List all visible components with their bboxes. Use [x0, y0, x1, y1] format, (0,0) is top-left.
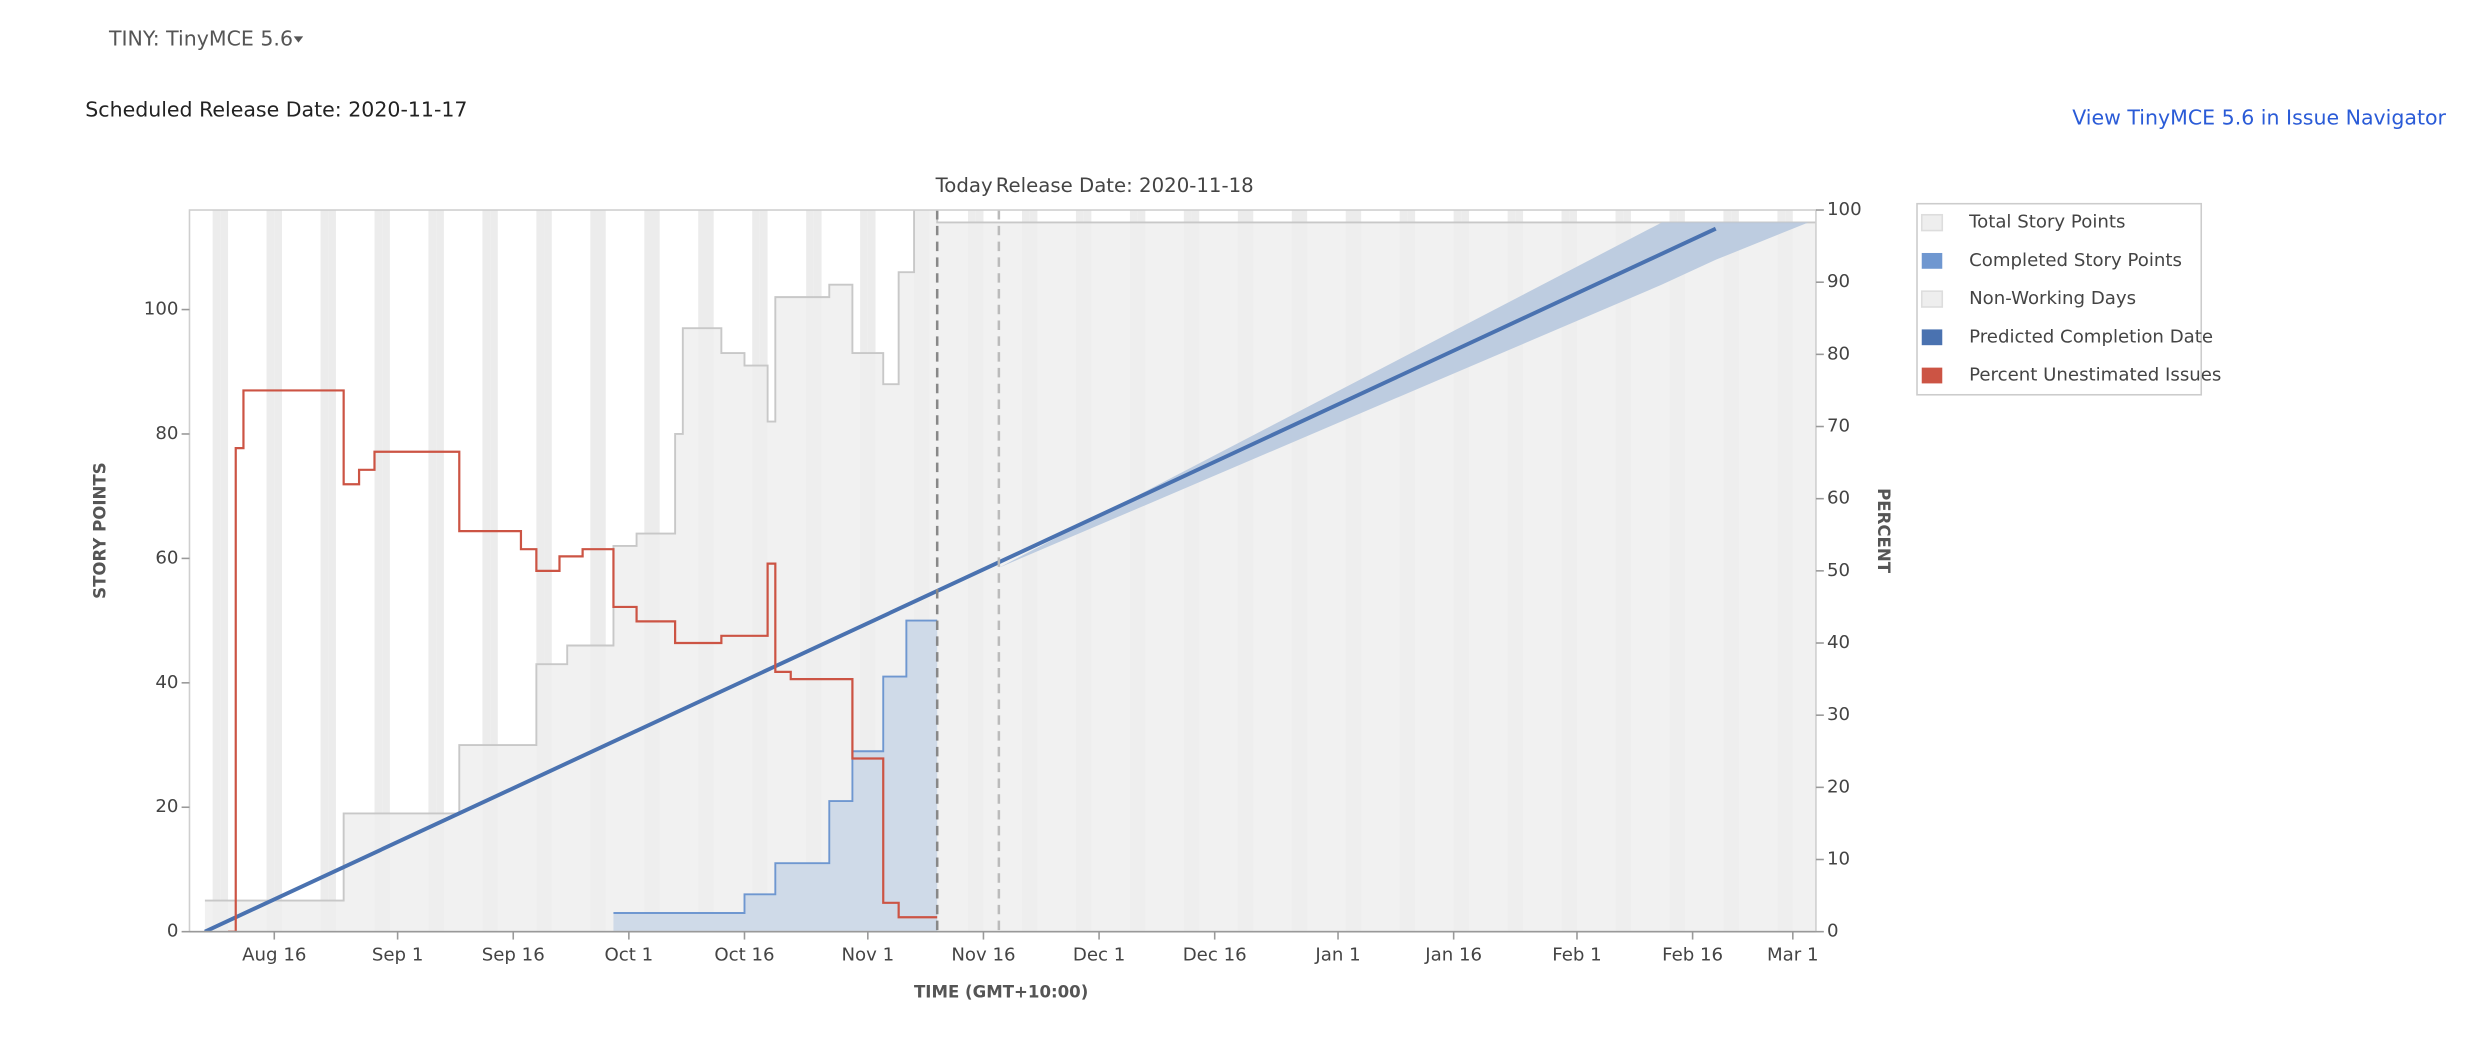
x-tick-label: Jan 1	[1314, 944, 1360, 965]
x-axis-label: TIME (GMT+10:00)	[914, 983, 1088, 1002]
legend-label: Total Story Points	[1968, 212, 2125, 233]
x-tick-label: Oct 16	[714, 944, 774, 965]
non-working-day	[266, 210, 275, 932]
legend-swatch	[1920, 213, 1944, 232]
non-working-day	[598, 210, 606, 932]
x-tick-label: Sep 1	[372, 944, 424, 965]
y2-tick-label: 50	[1827, 560, 1850, 581]
dropdown-caret[interactable]	[293, 36, 304, 43]
x-tick-label: Feb 1	[1552, 944, 1601, 965]
series-line	[204, 226, 1717, 932]
x-tick-label: Dec 16	[1183, 944, 1247, 965]
x-tick-label: Aug 16	[242, 944, 306, 965]
y2-tick-label: 70	[1827, 416, 1850, 437]
project-dropdown[interactable]: TINY: TinyMCE 5.6	[108, 26, 304, 50]
y2-tick-label: 100	[1827, 199, 1862, 220]
y2-tick-label: 10	[1827, 849, 1850, 870]
y-tick-label: 60	[155, 547, 178, 568]
series-line	[228, 389, 938, 932]
legend-swatch	[1921, 252, 1943, 269]
x-tick-label: Jan 16	[1424, 944, 1482, 965]
area-line	[204, 210, 1816, 902]
non-working-day	[590, 210, 599, 932]
legend: Total Story Points Completed Story Points…	[1916, 202, 2221, 396]
y-axis-label: STORY POINTS	[91, 462, 110, 599]
legend-box	[1916, 202, 2203, 396]
non-working-day	[428, 210, 437, 932]
y-tick-label: 40	[155, 672, 178, 693]
legend-swatch	[1921, 367, 1943, 384]
non-working-day	[212, 210, 221, 932]
x-tick-label: Nov 16	[951, 944, 1015, 965]
non-working-day	[220, 210, 229, 932]
y2-tick-label: 80	[1827, 343, 1850, 364]
x-tick-label: Mar 1	[1767, 944, 1819, 965]
x-tick-label: Nov 1	[841, 944, 894, 965]
non-working-day	[490, 210, 498, 932]
area-line	[613, 619, 938, 914]
scheduled-release: Scheduled Release Date: 2020-11-17	[85, 98, 467, 122]
x-tick-label: Feb 16	[1662, 944, 1723, 965]
y-tick-label: 0	[167, 921, 179, 942]
overlay: Today Release Date: 2020-11-18 0 20 40 60 80 10…	[144, 174, 2222, 966]
y2-tick-label: 0	[1827, 921, 1839, 942]
y2-tick-label: 30	[1827, 704, 1850, 725]
y-tick-label: 80	[155, 423, 178, 444]
y-tick-label: 100	[144, 299, 179, 320]
non-working-day	[382, 210, 390, 932]
y2-tick-label: 90	[1827, 271, 1850, 292]
x-tick-label: Sep 16	[482, 944, 545, 965]
marker-label: Today	[935, 174, 993, 197]
y-tick-label: 20	[155, 796, 178, 817]
project-selector[interactable]: TINY: TinyMCE 5.6	[108, 26, 293, 50]
non-working-day	[436, 210, 444, 932]
legend-swatch	[1920, 290, 1944, 308]
y2-tick-label: 40	[1827, 632, 1850, 653]
legend-label: Completed Story Points	[1969, 250, 2182, 271]
legend-label: Predicted Completion Date	[1969, 326, 2213, 347]
non-working-day	[482, 210, 491, 932]
non-working-day	[320, 210, 329, 932]
y2-tick-label: 20	[1827, 776, 1850, 797]
legend-swatch	[1921, 329, 1943, 346]
issue-navigator-link[interactable]: View TinyMCE 5.6 in Issue Navigator	[2072, 105, 2446, 129]
legend-label: Percent Unestimated Issues	[1969, 365, 2221, 386]
y2-axis-label: PERCENT	[1874, 488, 1893, 574]
legend-label: Non-Working Days	[1969, 288, 2136, 309]
y2-tick-label: 60	[1827, 488, 1850, 509]
non-working-day	[328, 210, 336, 932]
x-tick-label: Dec 1	[1073, 944, 1125, 965]
x-tick-label: Oct 1	[605, 944, 654, 965]
non-working-day	[374, 210, 383, 932]
non-working-day	[274, 210, 282, 932]
area-fill	[613, 620, 938, 932]
plot-area	[204, 210, 1816, 932]
marker-label: Release Date: 2020-11-18	[996, 174, 1254, 197]
